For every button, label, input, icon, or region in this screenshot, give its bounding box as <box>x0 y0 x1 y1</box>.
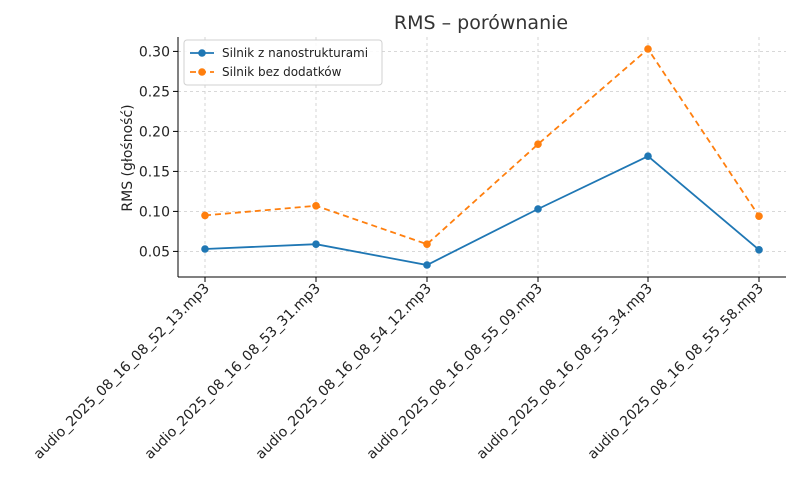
x-tick-label-1: audio_2025_08_16_08_53_31.mp3 <box>142 281 324 463</box>
data-point-s1-1 <box>312 202 320 210</box>
y-tick-label-0: 0.05 <box>139 244 170 260</box>
data-point-s0-0 <box>201 245 209 253</box>
series-line-1 <box>204 47 760 246</box>
data-point-s1-4 <box>644 45 652 53</box>
data-point-s0-3 <box>534 205 542 213</box>
x-tick-label-3: audio_2025_08_16_08_55_09.mp3 <box>364 281 546 463</box>
data-point-s0-5 <box>755 246 763 254</box>
legend-box <box>183 39 383 86</box>
data-point-s1-0 <box>201 211 209 220</box>
legend-marker-1 <box>198 68 206 76</box>
chart-title: RMS – porównanie <box>394 12 568 34</box>
series-line-0 <box>204 155 760 266</box>
data-point-s0-1 <box>312 240 320 248</box>
y-tick-label-5: 0.30 <box>139 44 170 60</box>
series-layer <box>201 45 763 269</box>
x-tick-label-5: audio_2025_08_16_08_55_58.mp3 <box>585 281 767 463</box>
data-point-s0-2 <box>423 261 431 269</box>
legend: Silnik z nanostrukturami Silnik bez dodat… <box>183 39 383 86</box>
x-tick-label-2: audio_2025_08_16_08_54_12.mp3 <box>253 281 435 463</box>
data-point-s1-3 <box>534 140 542 148</box>
y-tick-label-2: 0.15 <box>139 164 170 180</box>
x-tick-label-0: audio_2025_08_16_08_52_13.mp3 <box>31 281 213 463</box>
legend-label-0: Silnik z nanostrukturami <box>222 46 368 60</box>
legend-label-1: Silnik bez dodatków <box>222 65 342 79</box>
data-point-s1-2 <box>423 240 431 248</box>
legend-marker-0 <box>198 49 206 57</box>
data-point-s1-5 <box>755 212 763 220</box>
y-tick-label-4: 0.25 <box>139 84 170 100</box>
grid-layer <box>178 37 786 277</box>
y-tick-label-3: 0.20 <box>139 124 170 140</box>
data-point-s0-4 <box>644 152 652 160</box>
axes-layer: 0.05 0.10 0.15 0.20 0.25 0.30 audio_2025_08_16… <box>31 37 786 463</box>
y-tick-label-1: 0.10 <box>139 204 170 220</box>
x-tick-label-4: audio_2025_08_16_08_55_34.mp3 <box>474 281 656 463</box>
y-axis-label: RMS (głośność) <box>120 104 136 211</box>
